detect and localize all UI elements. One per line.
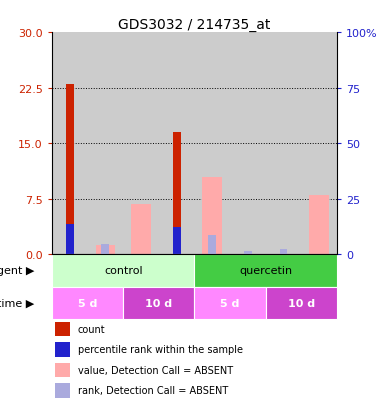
Bar [66, 225, 74, 255]
Bar [266, 33, 301, 255]
Bar [244, 252, 252, 255]
Bar [55, 383, 70, 398]
Text: agent ▶: agent ▶ [0, 266, 34, 276]
Bar [230, 33, 266, 255]
Text: control: control [104, 266, 142, 276]
Bar [95, 245, 115, 255]
Bar [55, 322, 70, 337]
Bar [194, 255, 337, 287]
Bar [55, 342, 70, 357]
Bar [55, 363, 70, 377]
Title: GDS3032 / 214735_at: GDS3032 / 214735_at [118, 18, 271, 32]
Text: quercetin: quercetin [239, 266, 292, 276]
Bar [52, 33, 88, 255]
Text: count: count [78, 324, 105, 334]
Text: 5 d: 5 d [78, 298, 97, 308]
Text: 10 d: 10 d [145, 298, 172, 308]
Bar [102, 245, 109, 255]
Bar [123, 33, 159, 255]
Text: rank, Detection Call = ABSENT: rank, Detection Call = ABSENT [78, 385, 228, 395]
Bar [88, 33, 123, 255]
Bar [266, 287, 337, 319]
Text: time ▶: time ▶ [0, 298, 34, 308]
Bar [52, 287, 123, 319]
Bar [194, 33, 230, 255]
Bar [159, 33, 194, 255]
Bar [131, 204, 151, 255]
Bar [280, 249, 287, 255]
Bar [203, 177, 222, 255]
Bar [173, 133, 181, 255]
Bar [173, 227, 181, 255]
Text: percentile rank within the sample: percentile rank within the sample [78, 344, 243, 354]
Bar [194, 287, 266, 319]
Bar [52, 255, 194, 287]
Bar [66, 85, 74, 255]
Text: 5 d: 5 d [220, 298, 240, 308]
Bar [301, 33, 337, 255]
Text: 10 d: 10 d [288, 298, 315, 308]
Text: value, Detection Call = ABSENT: value, Detection Call = ABSENT [78, 365, 233, 375]
Bar [208, 236, 216, 255]
Bar [309, 196, 329, 255]
Bar [123, 287, 194, 319]
